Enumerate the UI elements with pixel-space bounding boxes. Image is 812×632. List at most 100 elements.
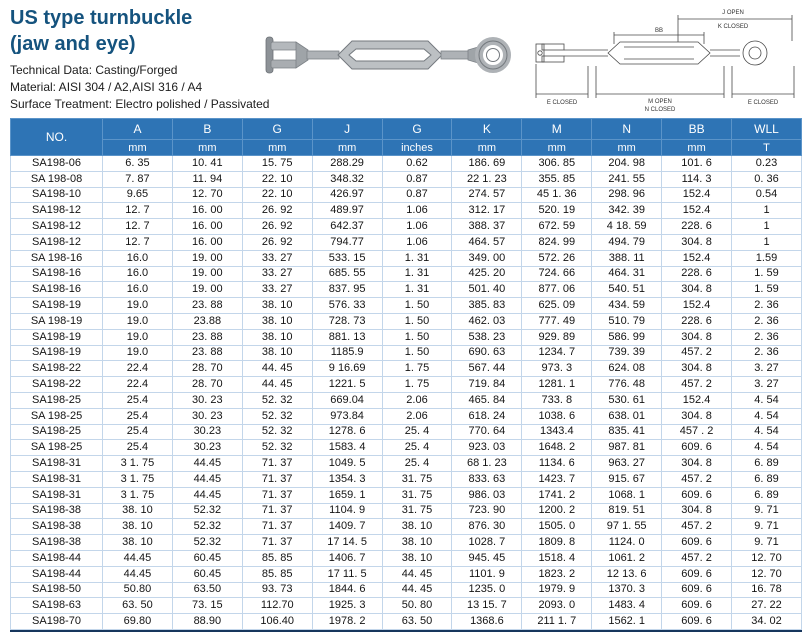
cell-value: 304. 8: [661, 328, 733, 346]
cell-value: 25. 4: [381, 423, 453, 441]
cell-value: 13 15. 7: [451, 597, 523, 615]
cell-value: 228. 6: [661, 265, 733, 283]
cell-value: 304. 8: [661, 407, 733, 425]
cell-model-no: SA198-38: [10, 518, 103, 536]
page-title: US type turnbuckle (jaw and eye): [10, 5, 192, 57]
cell-value: 576. 33: [311, 297, 383, 314]
header-row-letters: NO. A B G J G K M N BB WLL: [10, 118, 802, 156]
col-header-a-0: A: [102, 118, 173, 140]
cell-value: 73. 15: [171, 597, 243, 615]
cell-value: 685. 55: [311, 265, 383, 283]
table-row: SA198-10 9.65 12. 70 22. 10 426.97 0.87 274. 5…: [10, 186, 802, 204]
unit-header-6: mm: [521, 139, 593, 156]
cell-model-no: SA198-38: [10, 534, 103, 551]
cell-value: 1038. 6: [521, 407, 593, 425]
cell-value: 457. 2: [661, 376, 733, 393]
cell-value: 38. 10: [241, 344, 313, 362]
cell-value: 510. 79: [591, 312, 663, 330]
table-row: SA198-70 69.80 88.90 106.40 1978. 2 63. 50 136…: [10, 613, 802, 630]
cell-value: 26. 92: [241, 218, 313, 235]
cell-value: 489.97: [311, 202, 383, 220]
cell-value: 241. 55: [591, 170, 663, 188]
cell-value: 304. 8: [661, 233, 733, 251]
cell-value: 1049. 5: [311, 455, 383, 472]
table-row: SA198-06 6. 35 10. 41 15. 75 288.29 0.62 186. …: [10, 155, 802, 172]
cell-value: 0.87: [381, 170, 453, 188]
cell-value: 274. 57: [451, 186, 523, 204]
cell-value: 152.4: [661, 391, 733, 409]
cell-value: 60.45: [171, 549, 243, 567]
turnbuckle-photo-illustration: [265, 36, 511, 74]
cell-value: 38. 10: [102, 502, 173, 520]
cell-value: 0.54: [731, 186, 802, 204]
cell-value: 1. 50: [381, 297, 453, 314]
cell-value: 88.90: [171, 613, 243, 630]
cell-value: 152.4: [661, 297, 733, 314]
spec-table: NO. A B G J G K M N BB WLL mm mm mm mm inches mm mm mm mm T…: [10, 118, 802, 630]
cell-value: 31. 75: [381, 470, 453, 488]
cell-value: 1134. 6: [521, 455, 593, 472]
cell-value: 38. 10: [102, 518, 173, 536]
cell-value: 28. 70: [171, 376, 243, 393]
cell-model-no: SA198-12: [10, 202, 103, 220]
cell-value: 28. 70: [171, 360, 243, 378]
cell-value: 26. 92: [241, 202, 313, 220]
cell-value: 25.4: [102, 423, 173, 441]
cell-value: 586. 99: [591, 328, 663, 346]
col-header-b-1: B: [171, 118, 243, 140]
cell-value: 462. 03: [451, 312, 523, 330]
cell-value: 25.4: [102, 391, 173, 409]
cell-model-no: SA198-50: [10, 581, 103, 599]
cell-value: 0. 36: [731, 170, 802, 188]
cell-value: 355. 85: [521, 170, 593, 188]
cell-value: 204. 98: [591, 155, 663, 172]
cell-value: 44. 45: [381, 581, 453, 599]
cell-value: 23.88: [171, 312, 243, 330]
cell-value: 17 11. 5: [311, 565, 383, 583]
table-row: SA198-19 19.0 23. 88 38. 10 881. 13 1. 50 538.…: [10, 328, 802, 346]
cell-value: 1368.6: [451, 613, 523, 630]
cell-value: 425. 20: [451, 265, 523, 283]
table-row: SA198-25 25.4 30.23 52. 32 1278. 6 25. 4 770. …: [10, 423, 802, 441]
cell-value: 211 1. 7: [521, 613, 593, 630]
surface-treatment-line: Surface Treatment: Electro polished / Pa…: [10, 96, 270, 111]
cell-value: 464. 31: [591, 265, 663, 283]
table-row: SA198-31 3 1. 75 44.45 71. 37 1049. 5 25. 4 68…: [10, 455, 802, 472]
cell-value: 530. 61: [591, 391, 663, 409]
cell-model-no: SA198-19: [10, 328, 103, 346]
cell-value: 1518. 4: [521, 549, 593, 567]
cell-value: 1234. 7: [521, 344, 593, 362]
cell-value: 16.0: [102, 249, 173, 267]
table-row: SA198-31 3 1. 75 44.45 71. 37 1354. 3 31. 75 8…: [10, 470, 802, 488]
cell-value: 434. 59: [591, 297, 663, 314]
unit-header-0: mm: [102, 139, 173, 156]
cell-value: 457. 2: [661, 344, 733, 362]
table-row: SA198-12 12. 7 16. 00 26. 92 794.77 1.06 464. …: [10, 233, 802, 251]
cell-value: 3. 27: [731, 360, 802, 378]
cell-value: 1. 31: [381, 281, 453, 299]
cell-value: 25. 4: [381, 455, 453, 472]
cell-value: 19.0: [102, 297, 173, 314]
cell-value: 44.45: [171, 486, 243, 504]
cell-value: 22 1. 23: [451, 170, 523, 188]
unit-header-4: inches: [381, 139, 453, 156]
cell-value: 728. 73: [311, 312, 383, 330]
table-row: SA198-38 38. 10 52.32 71. 37 1409. 7 38. 10 87…: [10, 518, 802, 536]
cell-value: 986. 03: [451, 486, 523, 504]
cell-value: 12. 7: [102, 202, 173, 220]
cell-value: 1583. 4: [311, 439, 383, 457]
cell-value: 2093. 0: [521, 597, 593, 615]
cell-value: 71. 37: [241, 534, 313, 551]
table-row: SA 198-25 25.4 30.23 52. 32 1583. 4 25. 4 923.…: [10, 439, 802, 457]
cell-value: 1221. 5: [311, 376, 383, 393]
cell-value: 385. 83: [451, 297, 523, 314]
cell-value: 63.50: [171, 581, 243, 599]
diagram-label-e-closed-left: E CLOSED: [547, 100, 578, 106]
cell-value: 877. 06: [521, 281, 593, 299]
unit-header-9: T: [731, 139, 802, 156]
cell-value: 27. 22: [731, 597, 802, 615]
cell-value: 1483. 4: [591, 597, 663, 615]
cell-model-no: SA 198-08: [10, 170, 103, 188]
cell-value: 1. 59: [731, 281, 802, 299]
cell-value: 3. 27: [731, 376, 802, 393]
